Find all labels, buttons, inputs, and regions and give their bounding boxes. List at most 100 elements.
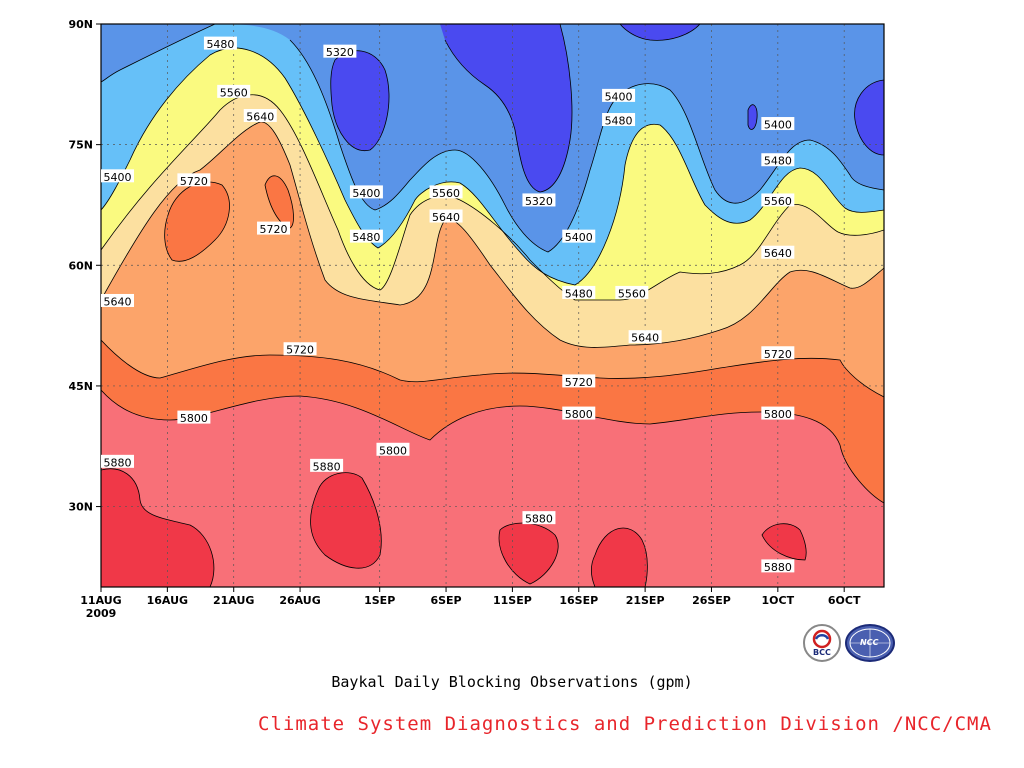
contour-label-5640: 5640 bbox=[243, 108, 277, 123]
x-tick-label: 21AUG bbox=[213, 594, 254, 607]
contour-label-5720: 5720 bbox=[562, 374, 596, 389]
contour-label-5800: 5800 bbox=[562, 406, 596, 421]
contour-label-5880: 5880 bbox=[761, 559, 795, 574]
contour-label-text: 5560 bbox=[220, 86, 248, 99]
band-5240-top-cell bbox=[440, 24, 572, 192]
contour-label-bg bbox=[349, 229, 383, 243]
contour-label-bg bbox=[522, 511, 556, 525]
contour-label-5640: 5640 bbox=[101, 293, 134, 308]
contour-label-text: 5560 bbox=[432, 187, 460, 200]
contour-label-bg bbox=[376, 442, 410, 456]
x-tick-label: 11AUG bbox=[80, 594, 121, 607]
contour-label-bg bbox=[101, 293, 134, 307]
contour-label-bg bbox=[761, 245, 795, 259]
contour-label-text: 5400 bbox=[605, 90, 633, 103]
x-tick-label: 11SEP bbox=[493, 594, 532, 607]
contour-label-5480: 5480 bbox=[562, 285, 596, 300]
contour-label-text: 5880 bbox=[525, 513, 553, 526]
band-5240-center bbox=[330, 50, 390, 151]
contour-labels: 5480 5320 5560 5640 5400 5480 5400 5400 5720 5480… bbox=[101, 36, 795, 574]
contour-label-text: 5800 bbox=[565, 408, 593, 421]
contour-label-text: 5640 bbox=[246, 110, 274, 123]
blocking-contour-chart: 11AUG 16AUG 21AUG 26AUG 1SEP 6SEP 11SEP 16SEP 21… bbox=[68, 18, 885, 620]
contour-label-5640: 5640 bbox=[429, 209, 463, 224]
contour-label-text: 5640 bbox=[432, 211, 460, 224]
contour-label-5560: 5560 bbox=[429, 185, 463, 200]
contour-label-text: 5640 bbox=[764, 247, 792, 260]
contour-label-text: 5720 bbox=[565, 376, 593, 389]
contour-label-5720: 5720 bbox=[761, 346, 795, 361]
contour-label-text: 5400 bbox=[764, 119, 792, 132]
contour-lines bbox=[101, 24, 884, 587]
contour-label-5720: 5720 bbox=[257, 221, 291, 236]
contour-label-bg bbox=[283, 342, 317, 356]
x-tick-label: 26SEP bbox=[692, 594, 731, 607]
contour-label-5400: 5400 bbox=[562, 229, 596, 244]
bcc-logo-text: BCC bbox=[813, 648, 831, 657]
contour-label-5880: 5880 bbox=[522, 511, 556, 526]
contour-label-5560: 5560 bbox=[217, 84, 251, 99]
contour-label-text: 5480 bbox=[764, 155, 792, 168]
contour-label-5640: 5640 bbox=[761, 245, 795, 260]
contour-label-5480: 5480 bbox=[349, 229, 383, 244]
x-axis: 11AUG 16AUG 21AUG 26AUG 1SEP 6SEP 11SEP 16SEP 21… bbox=[80, 587, 861, 620]
contour-label-bg bbox=[323, 44, 357, 58]
contour-label-bg bbox=[562, 374, 596, 388]
contour-label-bg bbox=[177, 410, 211, 424]
contour-label-5880: 5880 bbox=[310, 458, 344, 473]
contour-label-bg bbox=[429, 185, 463, 199]
cell-5880-a bbox=[101, 468, 214, 587]
contour-label-bg bbox=[562, 285, 596, 299]
contour-label-text: 5480 bbox=[352, 231, 380, 244]
credit-line: Climate System Diagnostics and Predictio… bbox=[258, 713, 992, 735]
y-axis: 90N 75N 60N 45N 30N bbox=[68, 18, 101, 514]
band-5240-right-edge bbox=[854, 80, 884, 155]
x-tick-label: 6OCT bbox=[828, 594, 861, 607]
y-tick-label: 60N bbox=[68, 259, 93, 272]
contour-label-5800: 5800 bbox=[376, 442, 410, 457]
contour-label-text: 5880 bbox=[313, 460, 341, 473]
x-tick-label: 16AUG bbox=[147, 594, 188, 607]
contour-label-text: 5800 bbox=[764, 408, 792, 421]
contour-label-bg bbox=[761, 153, 795, 167]
contour-label-bg bbox=[177, 173, 211, 187]
contour-label-bg bbox=[562, 229, 596, 243]
contour-label-bg bbox=[349, 185, 383, 199]
ncc-logo-text: NCC bbox=[860, 638, 879, 647]
contour-label-bg bbox=[101, 454, 134, 468]
contour-label-bg bbox=[522, 193, 556, 207]
contour-label-bg bbox=[761, 406, 795, 420]
contour-label-text: 5400 bbox=[104, 171, 132, 184]
contour-label-text: 5400 bbox=[352, 187, 380, 200]
contour-label-text: 5480 bbox=[605, 115, 633, 128]
contour-label-5720: 5720 bbox=[283, 342, 317, 357]
contour-label-5400: 5400 bbox=[602, 88, 636, 103]
x-tick-label: 1SEP bbox=[364, 594, 395, 607]
contour-label-bg bbox=[101, 169, 134, 183]
contour-label-text: 5880 bbox=[104, 456, 132, 469]
band-5320 bbox=[101, 24, 884, 252]
contour-label-text: 5800 bbox=[379, 444, 407, 457]
contour-label-5560: 5560 bbox=[615, 285, 649, 300]
contour-label-bg bbox=[628, 330, 662, 344]
x-tick-label: 21SEP bbox=[626, 594, 665, 607]
ncc-logo-mark bbox=[849, 628, 891, 658]
contour-label-text: 5880 bbox=[764, 561, 792, 574]
ncc-logo: NCC bbox=[845, 624, 895, 662]
contour-label-bg bbox=[429, 209, 463, 223]
contour-label-5720: 5720 bbox=[177, 173, 211, 188]
contour-label-5880: 5880 bbox=[101, 454, 134, 469]
contour-label-bg bbox=[761, 193, 795, 207]
bcc-logo: BCC bbox=[803, 624, 841, 662]
cell-5880-e bbox=[762, 523, 807, 560]
contour-label-text: 5400 bbox=[565, 231, 593, 244]
contour-label-text: 5480 bbox=[565, 287, 593, 300]
contour-label-text: 5720 bbox=[764, 348, 792, 361]
contour-label-5400: 5400 bbox=[761, 117, 795, 132]
cell-5880-c bbox=[499, 523, 559, 584]
contour-label-bg bbox=[217, 84, 251, 98]
contour-label-5320: 5320 bbox=[323, 44, 357, 59]
contour-label-5800: 5800 bbox=[177, 410, 211, 425]
contour-label-text: 5720 bbox=[180, 175, 208, 188]
contour-label-5400: 5400 bbox=[349, 185, 383, 200]
